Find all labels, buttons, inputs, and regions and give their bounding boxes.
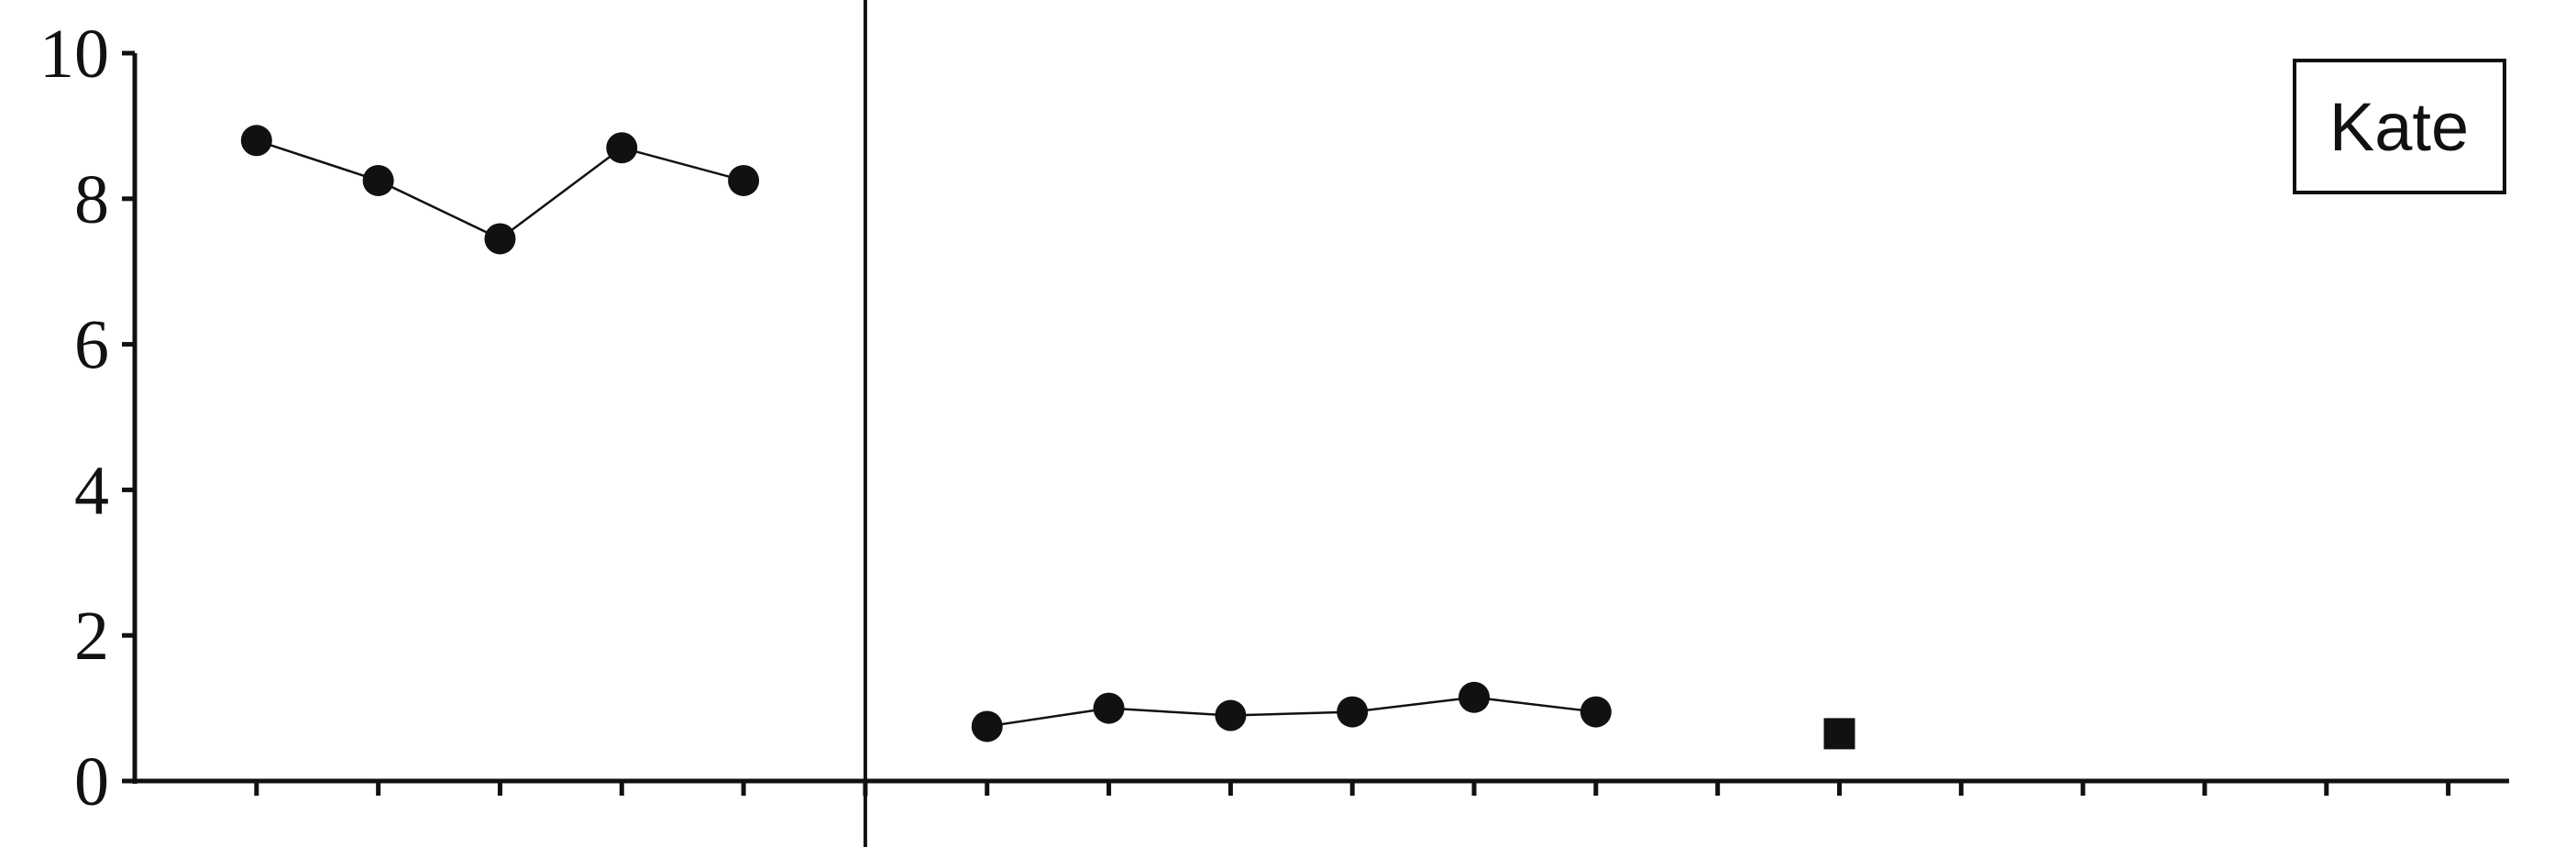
series-1 (240, 125, 760, 255)
y-tick-label-5: 10 (39, 16, 109, 93)
y-tick-label-4: 8 (74, 161, 109, 238)
data-point (484, 223, 516, 255)
legend-label: Kate (2329, 89, 2469, 165)
legend-box (2293, 59, 2506, 194)
data-point (1337, 696, 1369, 728)
data-point (1459, 681, 1491, 713)
data-point (728, 164, 760, 196)
y-tick-label-0: 0 (74, 743, 109, 820)
data-point (1093, 692, 1125, 724)
y-tick-label-1: 2 (74, 598, 109, 675)
legend: Kate (2293, 59, 2506, 194)
series-layer (240, 125, 1855, 750)
x-axis-ticks (254, 781, 2451, 796)
series-2 (971, 681, 1612, 742)
data-point (1215, 699, 1247, 732)
y-axis-ticks: 0 2 4 6 8 10 (39, 16, 135, 820)
data-point (240, 125, 272, 157)
y-tick-label-3: 6 (74, 307, 109, 384)
data-point (606, 132, 638, 164)
data-point (971, 710, 1003, 742)
data-point (362, 164, 394, 196)
axes (132, 0, 2509, 847)
series-3 (1823, 718, 1855, 750)
series-2-line (986, 696, 1596, 728)
data-point-square (1823, 718, 1855, 750)
y-tick-label-2: 4 (74, 452, 109, 529)
data-point (1580, 696, 1612, 728)
